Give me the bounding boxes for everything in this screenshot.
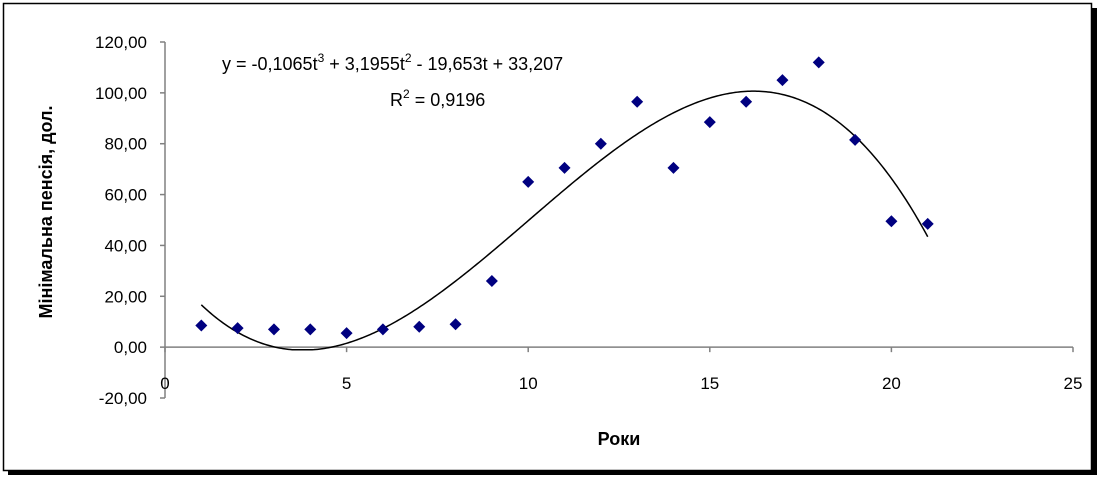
data-point: [522, 175, 535, 188]
data-point: [667, 161, 680, 174]
data-point: [413, 320, 426, 333]
data-point: [304, 323, 317, 336]
data-points: [195, 56, 934, 340]
y-tick-label: 60,00: [104, 186, 147, 205]
data-point: [376, 323, 389, 336]
chart-frame-border: [2, 2, 1093, 472]
y-axis-label: Мінімальна пенсія, дол.: [36, 105, 56, 318]
x-axis-label: Роки: [598, 429, 641, 449]
equation-part-3: - 19,653t + 33,207: [412, 54, 564, 74]
trendline-group: [200, 90, 929, 351]
data-point: [449, 318, 462, 331]
chart-frame-shadow-right: [1092, 8, 1097, 474]
x-tick-label: 25: [1064, 374, 1083, 393]
y-tick-label: 80,00: [104, 135, 147, 154]
y-tick-label: -20,00: [99, 389, 147, 408]
r-squared-label: R2 = 0,9196: [390, 87, 485, 110]
equation-part-2: + 3,1955t: [324, 54, 405, 74]
data-point: [631, 95, 644, 108]
data-point: [921, 217, 934, 230]
data-point: [195, 319, 208, 332]
equation-exponent-3: 3: [318, 51, 325, 65]
data-point: [231, 322, 244, 335]
data-point: [885, 215, 898, 228]
data-point: [703, 116, 716, 129]
equation-part-1: y = -0,1065t: [222, 54, 318, 74]
data-point: [812, 56, 825, 69]
data-point: [776, 74, 789, 87]
data-point: [267, 323, 280, 336]
y-tick-label: 40,00: [104, 236, 147, 255]
r-squared-symbol: R: [390, 90, 403, 110]
axes: [160, 41, 1074, 399]
y-tick-label: 100,00: [95, 84, 147, 103]
y-tick-label: 120,00: [95, 33, 147, 52]
x-tick-label: 20: [882, 374, 901, 393]
y-tick-label: 0,00: [114, 338, 147, 357]
r-squared-value: = 0,9196: [410, 90, 486, 110]
equation-exponent-2: 2: [405, 51, 412, 65]
data-point: [340, 327, 353, 340]
y-tick-label: 20,00: [104, 287, 147, 306]
x-tick-label: 0: [160, 374, 169, 393]
x-tick-label: 15: [700, 374, 719, 393]
data-point: [740, 95, 753, 108]
chart-frame-shadow-bottom: [8, 470, 1097, 475]
trendline-equation: y = -0,1065t3 + 3,1955t2 - 19,653t + 33,…: [222, 51, 563, 74]
data-point: [485, 275, 498, 288]
x-tick-label: 10: [519, 374, 538, 393]
r-squared-exponent: 2: [403, 87, 410, 101]
data-point: [849, 133, 862, 146]
data-point: [558, 161, 571, 174]
tick-labels: -20,00 0,00 20,00 40,00 60,00 80,00 100,00 120,…: [95, 33, 1082, 408]
x-tick-label: 5: [342, 374, 351, 393]
trendline-curve: [200, 90, 929, 351]
data-point: [594, 137, 607, 150]
